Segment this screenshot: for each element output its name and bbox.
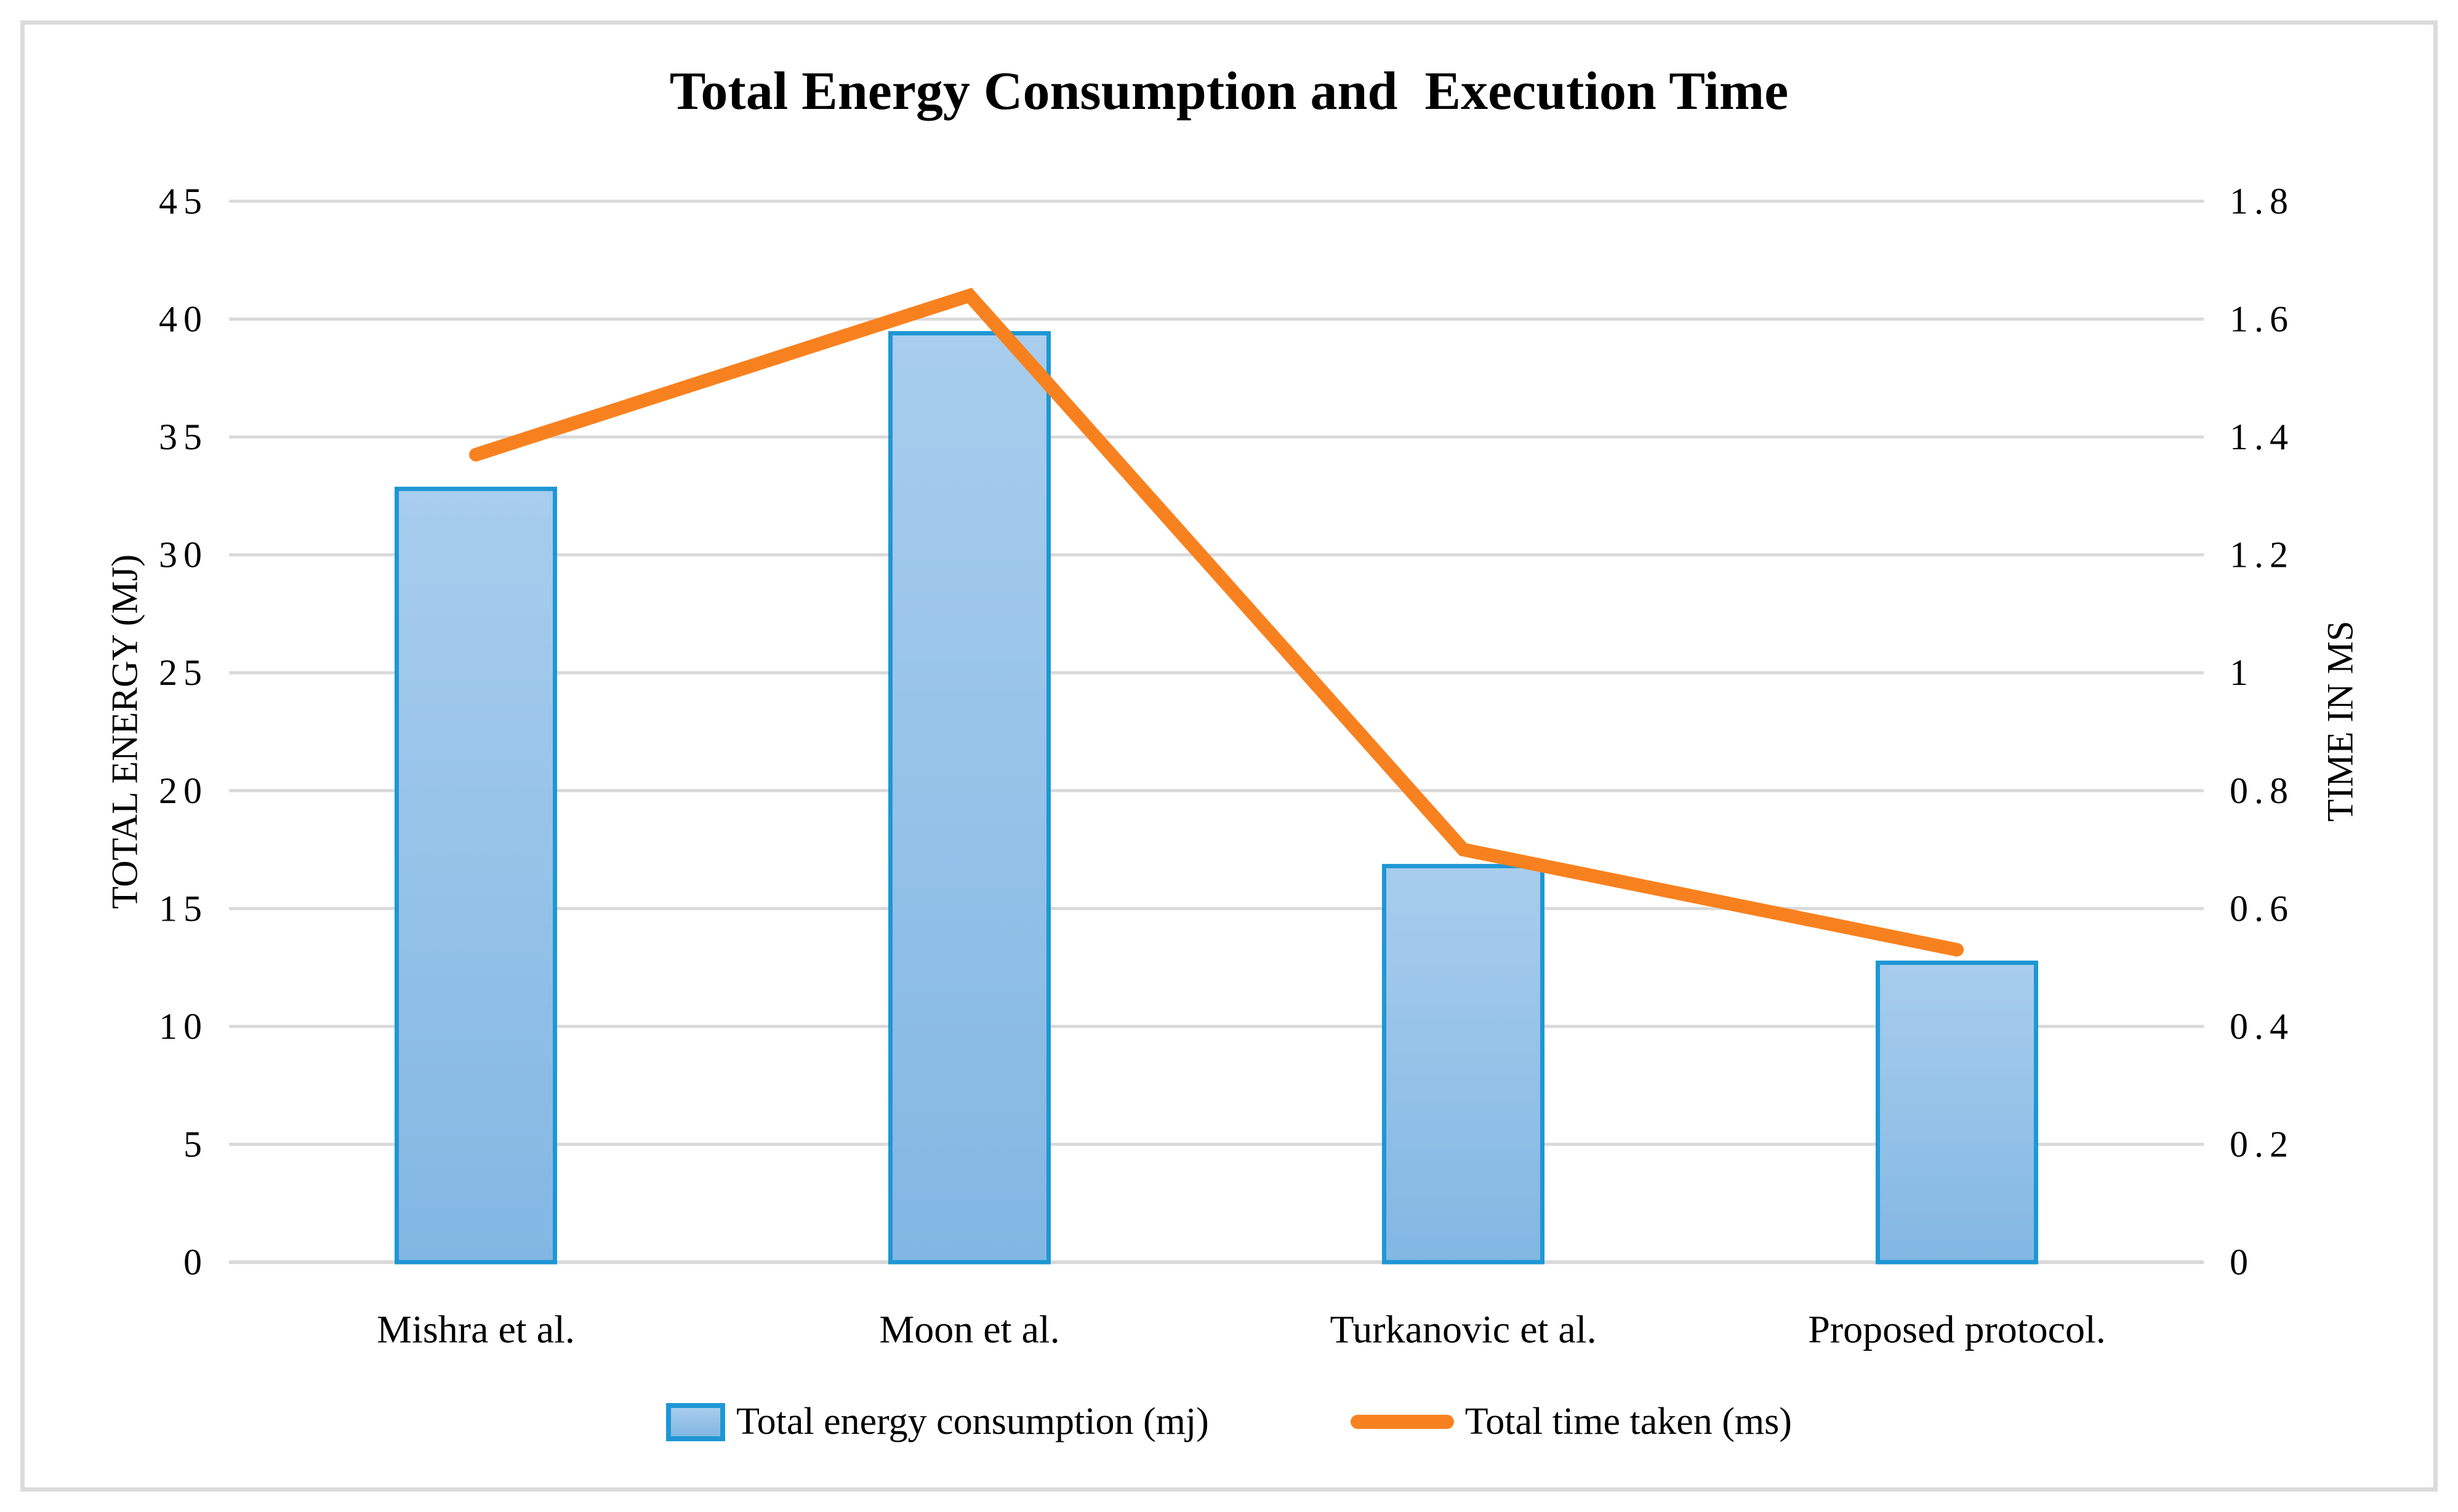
left-axis-tick-label: 30 <box>159 535 208 575</box>
time-line-series <box>469 287 1964 957</box>
left-axis-tick-label: 10 <box>159 1006 208 1047</box>
chart-title: Total Energy Consumption and Execution T… <box>669 62 1789 121</box>
left-axis-title: TOTAL ENERGY (MJ) <box>104 554 145 910</box>
right-axis-tick-label: 1.8 <box>2230 181 2294 222</box>
right-axis-tick-label: 1.4 <box>2230 417 2294 457</box>
category-label-2: Turkanovic et al. <box>1330 1308 1596 1351</box>
bar-3 <box>1876 960 2038 1265</box>
left-axis-tick-label: 0 <box>183 1242 208 1282</box>
right-axis-tick-label: 0 <box>2230 1242 2254 1282</box>
left-axis-tick-label: 25 <box>159 652 208 693</box>
left-axis-tick-label: 15 <box>159 888 208 929</box>
left-axis-tick-label: 45 <box>159 181 208 222</box>
right-axis-tick-label: 0.6 <box>2230 888 2294 929</box>
right-axis-title: TIME IN MS <box>2319 620 2361 822</box>
right-axis-tick-label: 0.4 <box>2230 1006 2294 1047</box>
line-series-swatch-icon <box>1350 1415 1454 1429</box>
legend-item-time: Total time taken (ms) <box>1350 1400 1792 1444</box>
left-axis-tick-label: 5 <box>183 1124 208 1164</box>
right-axis-tick-label: 1.6 <box>2230 299 2294 340</box>
legend-label-time: Total time taken (ms) <box>1464 1401 1792 1442</box>
bar-1 <box>888 331 1051 1265</box>
legend: Total energy consumption (mj) Total time… <box>0 1400 2458 1444</box>
right-axis-tick-label: 1 <box>2230 652 2254 693</box>
right-axis-tick-label: 1.2 <box>2230 535 2294 575</box>
left-axis-tick-label: 20 <box>159 770 208 811</box>
bar-2 <box>1382 863 1544 1265</box>
right-axis-tick-label: 0.2 <box>2230 1124 2294 1164</box>
category-label-3: Proposed protocol. <box>1808 1308 2106 1351</box>
right-axis-tick-label: 0.8 <box>2230 770 2294 811</box>
bar-0 <box>395 486 557 1265</box>
legend-label-energy: Total energy consumption (mj) <box>736 1401 1209 1442</box>
left-axis-tick-label: 35 <box>159 417 208 457</box>
left-axis-tick-label: 40 <box>159 299 208 340</box>
category-label-1: Moon et al. <box>879 1308 1059 1351</box>
bar-series-swatch-icon <box>666 1402 726 1441</box>
legend-item-energy: Total energy consumption (mj) <box>666 1400 1209 1444</box>
category-label-0: Mishra et al. <box>377 1308 575 1351</box>
